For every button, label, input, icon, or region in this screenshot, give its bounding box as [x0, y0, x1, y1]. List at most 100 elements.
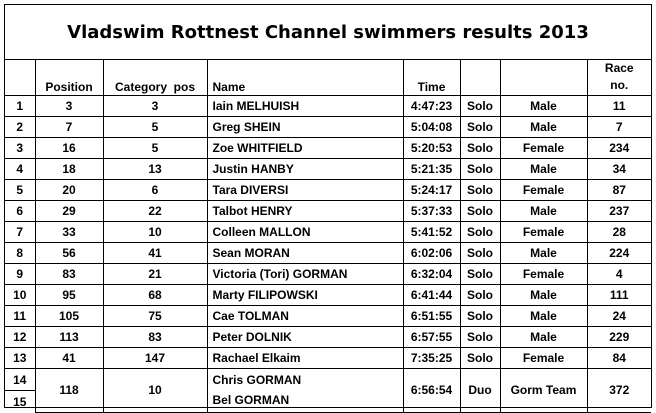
table-row: 10 95 68 Marty FILIPOWSKI 6:41:44 Solo Male 111 — [5, 284, 651, 306]
type-cell: Solo — [459, 95, 501, 117]
type-cell: Solo — [459, 179, 501, 201]
table-row-duo: 14 118 10 Chris GORMAN Bel GORMAN 6:56:54 Duo G… — [5, 368, 651, 413]
category-pos-cell: 83 — [102, 326, 208, 348]
row-index: 3 — [5, 137, 36, 159]
category-cell: Male — [499, 284, 588, 306]
category-pos-cell: 75 — [102, 305, 208, 327]
position-cell: 29 — [34, 200, 104, 222]
time-cell: 6:32:04 — [402, 263, 461, 285]
category-pos-cell: 6 — [102, 179, 208, 201]
header-position: Position — [34, 60, 104, 96]
header-race-no: Race no. — [586, 60, 651, 96]
name-cell: Sean MORAN — [206, 242, 404, 264]
type-cell: Solo — [459, 326, 501, 348]
row-index: 15 — [5, 390, 35, 412]
header-index — [5, 60, 36, 96]
row-index: 14 — [5, 368, 36, 391]
race-no-cell: 87 — [586, 179, 651, 201]
position-cell: 7 — [34, 116, 104, 138]
position-cell: 41 — [34, 347, 104, 369]
category-cell: Male — [499, 200, 588, 222]
header-race-line1: Race — [604, 61, 634, 75]
name-cell: Tara DIVERSI — [206, 179, 404, 201]
header-row: Position Category pos Name Time Race no. — [5, 60, 651, 96]
name-cell: Chris GORMAN Bel GORMAN — [206, 368, 404, 413]
type-cell: Solo — [459, 242, 501, 264]
position-cell: 3 — [34, 95, 104, 117]
category-cell: Female — [499, 263, 588, 285]
race-no-cell: 84 — [586, 347, 651, 369]
name-cell: Iain MELHUISH — [206, 95, 404, 117]
category-cell: Male — [499, 95, 588, 117]
table-row-duo-second: 15 — [5, 390, 651, 412]
position-cell: 83 — [34, 263, 104, 285]
header-category — [499, 60, 588, 96]
table-row: 7 33 10 Colleen MALLON 5:41:52 Solo Female 28 — [5, 221, 651, 243]
time-cell: 5:21:35 — [402, 158, 461, 180]
race-no-cell: 4 — [586, 263, 651, 285]
table-row: 5 20 6 Tara DIVERSI 5:24:17 Solo Female 87 — [5, 179, 651, 201]
category-pos-cell: 3 — [102, 95, 208, 117]
time-cell: 6:56:54 — [402, 368, 461, 413]
race-no-cell: 224 — [586, 242, 651, 264]
race-no-cell: 11 — [586, 95, 651, 117]
name-cell: Rachael Elkaim — [206, 347, 404, 369]
category-pos-cell: 5 — [102, 137, 208, 159]
name-cell: Zoe WHITFIELD — [206, 137, 404, 159]
type-cell: Solo — [459, 158, 501, 180]
row-index: 12 — [5, 326, 36, 348]
category-cell: Male — [499, 116, 588, 138]
name-cell: Peter DOLNIK — [206, 326, 404, 348]
row-index: 2 — [5, 116, 36, 138]
category-cell: Male — [499, 305, 588, 327]
row-index: 4 — [5, 158, 36, 180]
duo-name-b: Bel GORMAN — [212, 393, 290, 408]
category-pos-cell: 10 — [102, 368, 208, 413]
name-cell: Marty FILIPOWSKI — [206, 284, 404, 306]
table-row: 6 29 22 Talbot HENRY 5:37:33 Solo Male 237 — [5, 200, 651, 222]
header-category-pos: Category pos — [102, 60, 208, 96]
time-cell: 5:04:08 — [402, 116, 461, 138]
type-cell: Solo — [459, 305, 501, 327]
time-cell: 6:41:44 — [402, 284, 461, 306]
category-pos-cell: 22 — [102, 200, 208, 222]
position-cell: 113 — [34, 326, 104, 348]
type-cell: Solo — [459, 284, 501, 306]
results-table: Position Category pos Name Time Race no.… — [5, 60, 651, 413]
category-pos-cell: 13 — [102, 158, 208, 180]
race-no-cell: 111 — [586, 284, 651, 306]
name-cell: Justin HANBY — [206, 158, 404, 180]
table-row: 3 16 5 Zoe WHITFIELD 5:20:53 Solo Female 234 — [5, 137, 651, 159]
category-pos-cell: 41 — [102, 242, 208, 264]
race-no-cell: 234 — [586, 137, 651, 159]
category-pos-cell: 147 — [102, 347, 208, 369]
time-cell: 5:41:52 — [402, 221, 461, 243]
race-no-cell: 229 — [586, 326, 651, 348]
row-index: 10 — [5, 284, 36, 306]
category-cell: Male — [499, 326, 588, 348]
race-no-cell: 237 — [586, 200, 651, 222]
name-cell: Cae TOLMAN — [206, 305, 404, 327]
position-cell: 118 — [34, 368, 104, 413]
row-index: 1 — [5, 95, 36, 117]
type-cell: Solo — [459, 137, 501, 159]
category-cell: Female — [499, 221, 588, 243]
category-cell: Male — [499, 158, 588, 180]
time-cell: 4:47:23 — [402, 95, 461, 117]
table-row: 2 7 5 Greg SHEIN 5:04:08 Solo Male 7 — [5, 116, 651, 138]
time-cell: 5:24:17 — [402, 179, 461, 201]
type-cell: Solo — [459, 347, 501, 369]
name-cell: Talbot HENRY — [206, 200, 404, 222]
category-cell: Female — [499, 137, 588, 159]
time-cell: 6:57:55 — [402, 326, 461, 348]
race-no-cell: 28 — [586, 221, 651, 243]
header-type — [459, 60, 501, 96]
page-title: Vladswim Rottnest Channel swimmers resul… — [67, 21, 589, 43]
position-cell: 56 — [34, 242, 104, 264]
duo-name-a: Chris GORMAN — [212, 373, 302, 388]
position-cell: 95 — [34, 284, 104, 306]
type-cell: Solo — [459, 263, 501, 285]
category-cell: Female — [499, 179, 588, 201]
time-cell: 5:37:33 — [402, 200, 461, 222]
position-cell: 20 — [34, 179, 104, 201]
